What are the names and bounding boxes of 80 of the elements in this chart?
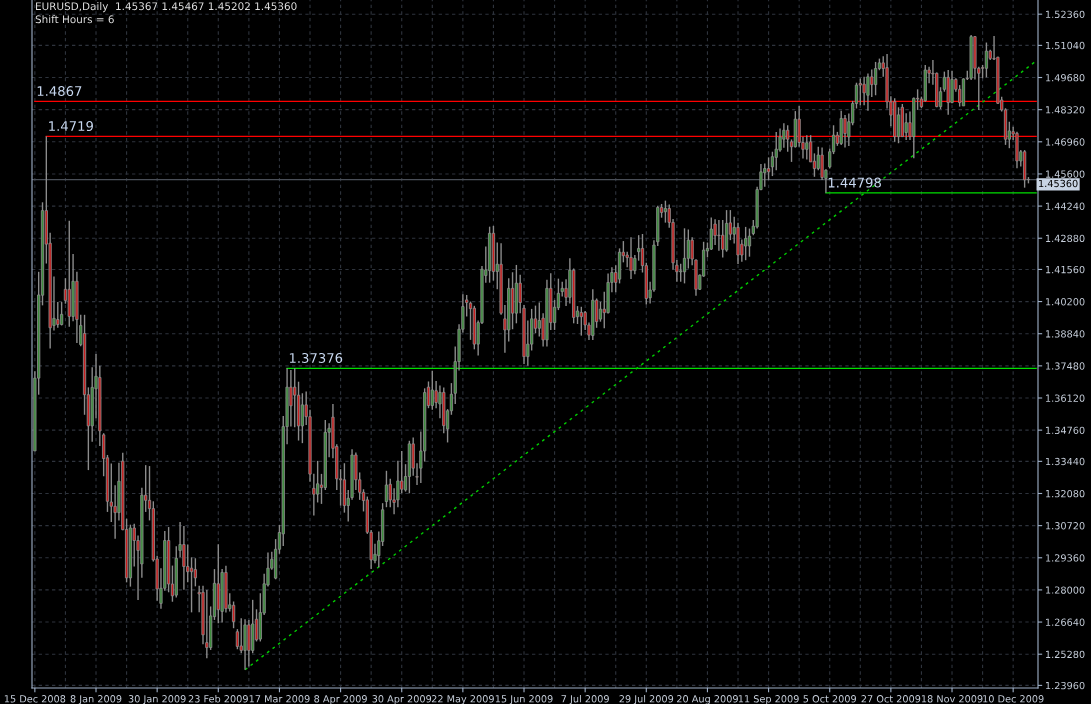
y-tick-label: 1.36120 — [1046, 394, 1085, 402]
y-tick-label: 1.46960 — [1046, 138, 1085, 146]
candlestick — [858, 77, 862, 106]
y-tick-label: 1.49680 — [1046, 74, 1085, 82]
y-tick-label: 1.48320 — [1046, 106, 1085, 114]
candlestick — [189, 556, 194, 614]
y-tick-label: 1.26640 — [1046, 618, 1085, 626]
candlestick — [629, 236, 633, 280]
x-tick-label: 7 Jul 2009 — [561, 694, 609, 704]
candlestick — [598, 301, 603, 323]
x-tick-label: 27 Oct 2009 — [861, 695, 921, 703]
candlestick — [717, 219, 721, 252]
y-tick-label: 1.40200 — [1046, 298, 1085, 306]
y-tick-label: 1.42880 — [1046, 234, 1085, 243]
candlestick — [950, 69, 954, 104]
y-tick-label: 1.38840 — [1046, 330, 1085, 338]
x-tick-label: 23 Feb 2009 — [188, 694, 248, 703]
candlestick — [205, 589, 209, 659]
y-tick-label: 1.44240 — [1046, 202, 1085, 210]
candlestick — [686, 228, 690, 270]
series-label: 1.4719 — [49, 121, 93, 132]
x-tick-label: 20 Aug 2009 — [677, 695, 738, 704]
candlestick — [866, 72, 870, 112]
candlestick — [579, 306, 583, 337]
x-tick-label: 17 Mar 2009 — [249, 695, 310, 703]
x-tick-label: 15 Dec 2008 — [4, 695, 66, 703]
candlestick — [747, 227, 752, 258]
candlestick — [744, 226, 748, 261]
candlestick — [721, 219, 725, 259]
x-tick-label: 8 Apr 2009 — [314, 695, 367, 704]
y-tick-label: 1.34760 — [1046, 426, 1085, 434]
candlestick — [384, 470, 389, 508]
annotation: Shift Hours = 6 — [35, 15, 114, 24]
candlestick — [805, 134, 809, 161]
y-tick-label: 1.33440 — [1046, 457, 1085, 466]
candlestick — [239, 617, 243, 654]
x-tick-label: 15 Jun 2009 — [495, 695, 553, 704]
annotation: EURUSD,Daily 1.45367 1.45467 1.45202 1.45360 — [36, 2, 297, 13]
candlestick — [873, 61, 878, 96]
series-label: 1.4867 — [37, 86, 82, 97]
candlestick — [663, 199, 668, 224]
y-tick-label: 1.29360 — [1046, 554, 1085, 562]
x-tick-label: 5 Oct 2009 — [803, 695, 857, 703]
candlestick — [235, 628, 240, 650]
candlestick — [468, 300, 473, 341]
x-tick-label: 22 May 2009 — [431, 695, 494, 704]
candlestick — [56, 301, 60, 329]
candlestick — [870, 68, 874, 98]
x-tick-label: 11 Sep 2009 — [738, 695, 799, 704]
y-tick-label: 1.45600 — [1046, 170, 1085, 178]
candlestick — [430, 370, 434, 411]
candlestick — [782, 122, 786, 149]
y-tick-label: 1.30720 — [1046, 522, 1085, 530]
candlestick — [193, 557, 197, 588]
y-tick-label: 1.32080 — [1046, 489, 1085, 498]
x-tick-label: 29 Jul 2009 — [619, 694, 674, 704]
candlestick — [770, 151, 775, 177]
series-label: 1.44798 — [828, 177, 881, 188]
candlestick — [537, 301, 541, 338]
y-tick-label: 1.25280 — [1046, 650, 1085, 659]
y-tick-label: 1.52360 — [1046, 10, 1085, 19]
candlestick — [766, 156, 771, 181]
ref-line-label: 1.45360 — [1039, 179, 1078, 188]
candlestick — [231, 600, 236, 629]
x-tick-label: 10 Dec 2009 — [983, 695, 1044, 703]
candlestick — [862, 76, 866, 106]
x-tick-label: 30 Apr 2009 — [372, 695, 432, 704]
y-tick-label: 1.28000 — [1046, 586, 1085, 594]
x-tick-label: 30 Jan 2009 — [128, 695, 186, 704]
y-tick-label: 1.41560 — [1046, 265, 1085, 274]
candlestick — [300, 392, 304, 444]
x-tick-label: 8 Jan 2009 — [70, 695, 122, 704]
candlestick — [182, 525, 186, 591]
x-tick-label: 18 Nov 2009 — [921, 695, 983, 703]
candlestick — [843, 114, 847, 149]
candlestick — [289, 369, 293, 428]
series-label: 1.37376 — [289, 353, 343, 363]
y-tick-label: 1.51040 — [1046, 41, 1085, 50]
y-tick-label: 1.37480 — [1046, 362, 1085, 370]
y-tick-label: 1.23960 — [1046, 681, 1085, 690]
